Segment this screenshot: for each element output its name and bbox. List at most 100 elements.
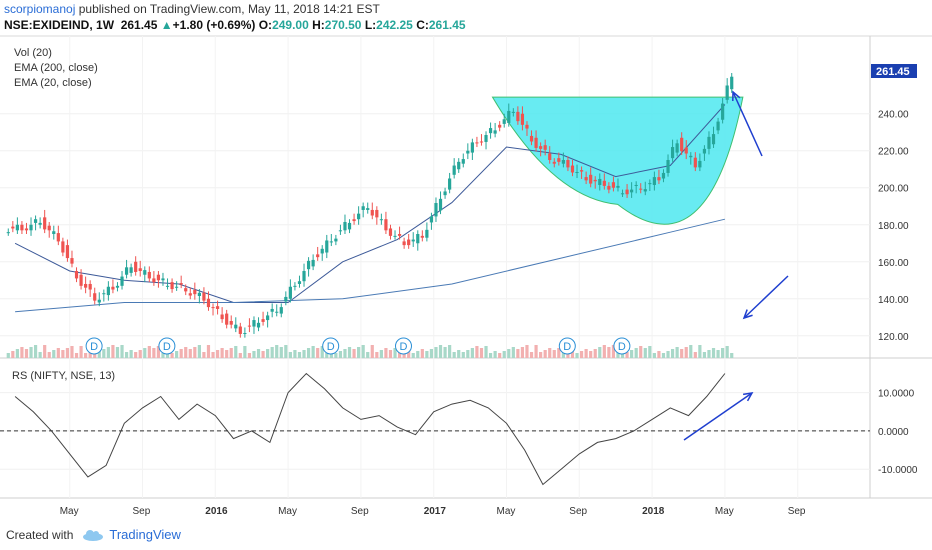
volume-bar — [488, 353, 493, 358]
candle-body — [630, 189, 634, 193]
volume-bar — [648, 346, 652, 358]
candle-body — [620, 193, 625, 195]
dividend-marker[interactable] — [613, 337, 631, 355]
dividend-marker[interactable] — [158, 337, 176, 355]
candle-body — [352, 219, 356, 222]
dividend-marker-label: D — [90, 341, 98, 353]
candle-body — [311, 259, 315, 267]
candle-body — [184, 288, 188, 292]
volume-bar — [388, 350, 393, 358]
volume-bar — [74, 353, 79, 358]
publisher-link[interactable]: scorpiomanoj — [4, 2, 76, 16]
candle-body — [197, 292, 201, 297]
dividend-marker[interactable] — [395, 337, 412, 355]
volume-bar — [379, 350, 383, 358]
candle-body — [589, 174, 593, 184]
candle-body — [698, 160, 702, 168]
candle-body — [234, 324, 238, 329]
candle-body — [657, 177, 661, 181]
candle-body — [38, 222, 42, 225]
volume-bar — [557, 348, 561, 358]
volume-bar — [61, 350, 65, 358]
candle-body — [379, 219, 383, 221]
arrow-price — [732, 91, 763, 157]
time-tick-label: Sep — [351, 506, 369, 517]
volume-bar — [693, 352, 697, 358]
dividend-marker[interactable] — [558, 337, 576, 355]
candle-body — [680, 137, 684, 152]
candle-body — [29, 224, 33, 231]
dividend-marker-label: D — [563, 341, 571, 353]
volume-bar — [707, 350, 711, 358]
volume-bar — [161, 353, 165, 358]
dividend-marker-label: D — [400, 341, 408, 353]
volume-bar — [511, 347, 515, 358]
candle-body — [188, 293, 192, 296]
candle-body — [24, 228, 29, 231]
candle-body — [634, 184, 638, 186]
candle-body — [147, 271, 151, 279]
candle-body — [534, 137, 538, 148]
candle-body — [243, 333, 247, 335]
volume-bar — [288, 352, 292, 358]
volume-bar — [79, 346, 83, 358]
volume-bar — [170, 353, 174, 358]
time-tick-label: Sep — [788, 506, 806, 517]
dividend-marker[interactable] — [85, 337, 103, 355]
volume-bar — [311, 346, 315, 358]
price-tick-label: 160.00 — [878, 258, 909, 269]
price-tick-label: 140.00 — [878, 295, 909, 306]
volume-bar — [234, 346, 238, 358]
volume-bar — [438, 345, 443, 358]
volume-bar — [725, 346, 729, 358]
candle-body — [643, 189, 647, 192]
volume-bar — [202, 352, 206, 358]
candle-body — [138, 268, 142, 272]
volume-bar — [138, 350, 142, 358]
high-value: 270.50 — [324, 18, 362, 32]
candle-body — [74, 271, 79, 279]
volume-bar — [152, 348, 156, 358]
chart-area[interactable]: D D D D D D 120.00 140.00 160.00 180.00 200.00 220… — [0, 0, 932, 520]
volume-bar — [634, 348, 638, 358]
volume-bar — [575, 353, 579, 358]
volume-bar — [20, 347, 24, 358]
volume-bar — [361, 345, 365, 358]
candle-body — [275, 311, 279, 313]
volume-bar — [411, 353, 415, 358]
candle-body — [711, 134, 716, 145]
volume-bar — [566, 353, 570, 358]
volume-bar — [293, 350, 297, 358]
volume-bar — [493, 351, 497, 358]
arrow-volume-head — [742, 309, 753, 320]
time-axis-ticks: May Sep 2016 May Sep 2017 May Sep 2018 May Sep — [60, 506, 806, 517]
candle-body — [593, 179, 597, 182]
volume-bar — [357, 347, 361, 358]
volume-bar — [134, 352, 138, 358]
volume-bar — [721, 348, 725, 358]
volume-bar — [102, 349, 106, 358]
candle-body — [211, 307, 215, 309]
candle-body — [498, 124, 502, 128]
candle-body — [520, 113, 525, 125]
volume-bar — [29, 347, 33, 358]
candle-body — [111, 286, 115, 290]
candle-body — [420, 235, 424, 238]
volume-bar — [124, 352, 129, 358]
tradingview-brand[interactable]: TradingView — [81, 527, 181, 542]
volume-bar — [643, 348, 647, 358]
ema-200-line — [15, 218, 726, 313]
candle-body — [329, 241, 333, 243]
volume-bar — [225, 350, 229, 358]
candle-body — [316, 254, 320, 258]
volume-bar — [143, 348, 147, 358]
volume-bar — [179, 349, 183, 358]
volume-bar — [175, 351, 179, 358]
volume-bar — [261, 351, 265, 358]
last-price-label: 261.45 — [876, 66, 910, 78]
arrow-rs-head — [742, 392, 754, 402]
candle-body — [730, 76, 734, 90]
volume-bar — [306, 348, 311, 358]
dividend-marker[interactable] — [322, 337, 340, 355]
candle-body — [120, 276, 124, 286]
